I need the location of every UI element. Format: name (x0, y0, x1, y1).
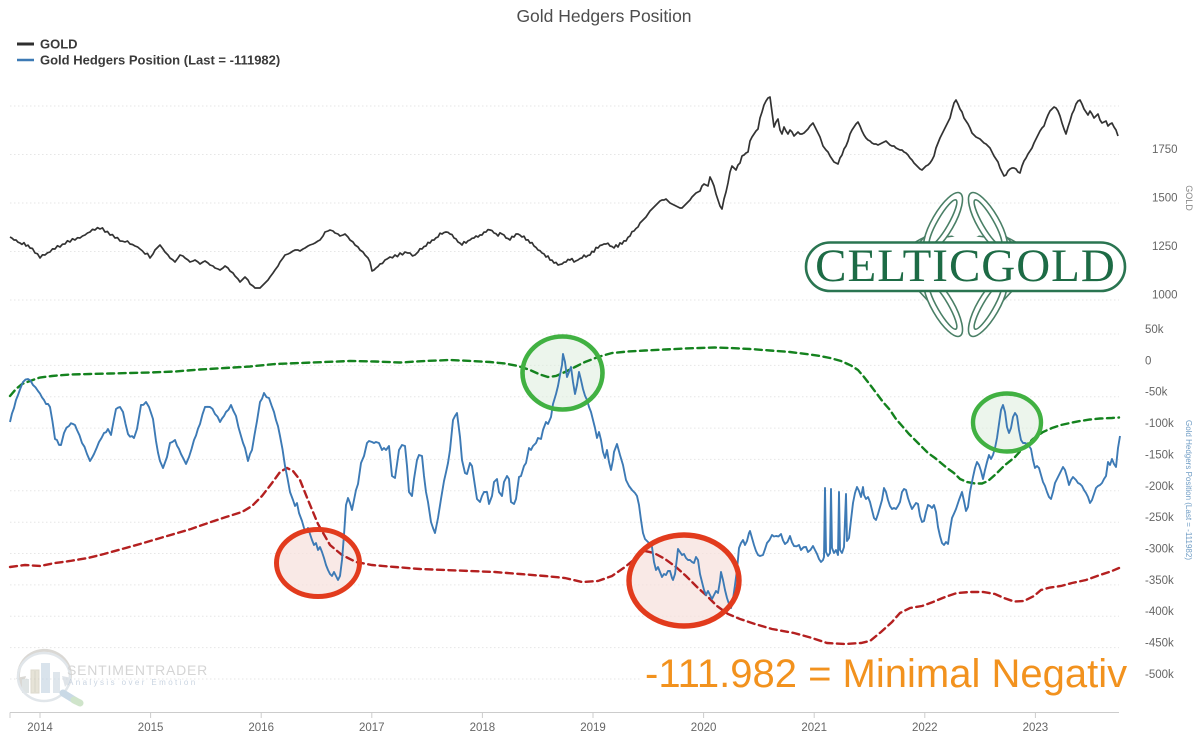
svg-text:-400k: -400k (1145, 606, 1174, 618)
svg-text:2019: 2019 (580, 722, 606, 734)
svg-text:1250: 1250 (1152, 241, 1178, 253)
svg-text:2015: 2015 (138, 722, 164, 734)
svg-text:CELTICGOLD: CELTICGOLD (815, 240, 1116, 292)
svg-text:50k: 50k (1145, 324, 1164, 336)
svg-text:-200k: -200k (1145, 481, 1174, 493)
svg-text:2016: 2016 (248, 722, 274, 734)
svg-text:0: 0 (1145, 355, 1151, 367)
svg-text:2018: 2018 (470, 722, 496, 734)
svg-text:Analysis over Emotion: Analysis over Emotion (68, 678, 198, 687)
svg-text:Gold Hedgers Position: Gold Hedgers Position (516, 6, 691, 26)
svg-text:1000: 1000 (1152, 290, 1178, 302)
svg-text:1750: 1750 (1152, 144, 1178, 156)
svg-text:Gold Hedgers Position (Last =: Gold Hedgers Position (Last = -111982) (40, 53, 280, 68)
svg-text:Gold Hedgers Position (Last =: Gold Hedgers Position (Last = -111982) (1184, 420, 1193, 560)
svg-text:-100k: -100k (1145, 418, 1174, 430)
svg-text:-450k: -450k (1145, 638, 1174, 650)
svg-text:GOLD: GOLD (40, 37, 78, 52)
svg-text:-50k: -50k (1145, 387, 1168, 399)
svg-text:2014: 2014 (27, 722, 53, 734)
svg-text:2020: 2020 (691, 722, 717, 734)
svg-text:-250k: -250k (1145, 512, 1174, 524)
svg-text:-150k: -150k (1145, 449, 1174, 461)
svg-text:-111.982 = Minimal Negativ: -111.982 = Minimal Negativ (645, 652, 1127, 696)
svg-text:-500k: -500k (1145, 669, 1174, 681)
svg-text:2022: 2022 (912, 722, 938, 734)
svg-text:SENTIMENTRADER: SENTIMENTRADER (67, 662, 208, 678)
svg-text:2023: 2023 (1023, 722, 1049, 734)
svg-text:GOLD: GOLD (1184, 185, 1194, 211)
svg-text:2021: 2021 (801, 722, 827, 734)
svg-text:2017: 2017 (359, 722, 385, 734)
svg-text:-300k: -300k (1145, 544, 1174, 556)
svg-text:-350k: -350k (1145, 575, 1174, 587)
svg-text:1500: 1500 (1152, 193, 1178, 205)
